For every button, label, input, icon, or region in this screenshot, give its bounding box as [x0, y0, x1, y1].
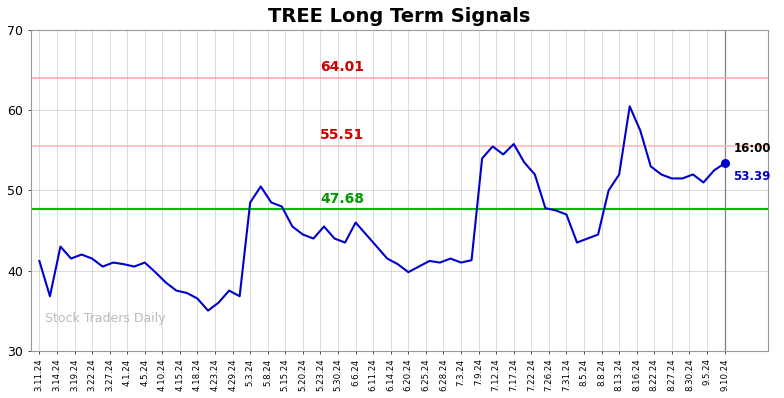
Text: 53.39: 53.39	[733, 170, 771, 183]
Text: 64.01: 64.01	[321, 60, 365, 74]
Text: 47.68: 47.68	[321, 192, 365, 206]
Title: TREE Long Term Signals: TREE Long Term Signals	[268, 7, 531, 26]
Point	[718, 160, 731, 166]
Text: 55.51: 55.51	[321, 128, 365, 142]
Text: 16:00: 16:00	[733, 142, 771, 155]
Text: Stock Traders Daily: Stock Traders Daily	[45, 312, 166, 325]
